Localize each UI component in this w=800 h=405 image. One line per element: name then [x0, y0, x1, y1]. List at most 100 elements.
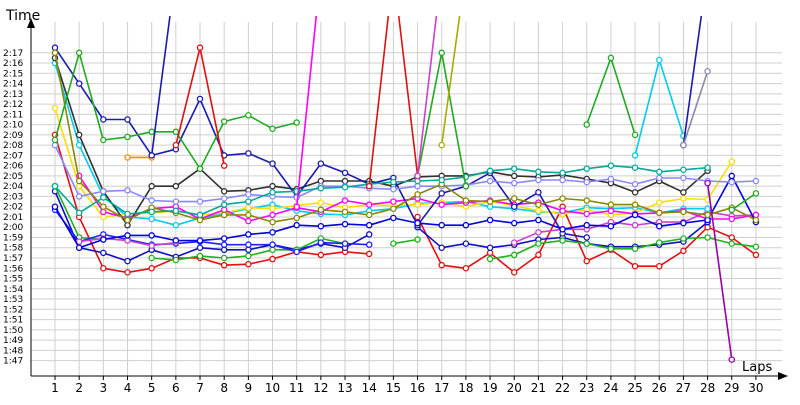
data-point	[438, 190, 445, 197]
data-point	[414, 213, 421, 221]
data-point	[728, 206, 736, 214]
x-tick-label: 2	[75, 381, 83, 395]
series-line	[54, 144, 756, 203]
data-point	[269, 182, 276, 190]
data-point	[293, 203, 300, 210]
data-point	[728, 234, 736, 241]
data-point	[220, 235, 228, 242]
data-point	[390, 240, 397, 247]
series-line	[54, 62, 708, 226]
series-line	[682, 16, 703, 146]
y-tick-label: 2:17	[3, 49, 23, 59]
data-point	[535, 201, 542, 208]
series-line	[368, 16, 419, 187]
x-tick-label: 27	[676, 381, 691, 395]
data-point	[124, 210, 131, 218]
x-tick-label: 11	[289, 381, 304, 395]
series-line	[150, 16, 171, 156]
data-point	[656, 222, 663, 230]
data-point	[680, 174, 687, 182]
data-point	[148, 128, 155, 136]
data-point	[124, 187, 131, 194]
y-axis-arrow	[27, 18, 35, 28]
data-point	[656, 239, 663, 246]
data-point	[100, 203, 107, 210]
data-point	[220, 206, 228, 214]
series-spike	[414, 16, 438, 180]
data-point	[293, 221, 300, 229]
data-point	[559, 195, 566, 202]
y-tick-label: 2:11	[3, 110, 23, 120]
data-point	[656, 168, 663, 176]
data-point	[728, 178, 736, 186]
data-point	[172, 237, 180, 244]
data-point	[704, 234, 711, 241]
data-point	[680, 247, 687, 255]
data-point	[245, 252, 252, 260]
data-point	[100, 194, 107, 201]
y-tick-label: 2:09	[3, 131, 23, 141]
data-point	[196, 165, 204, 172]
data-point	[269, 241, 276, 248]
data-point	[390, 186, 397, 193]
data-point	[100, 136, 107, 144]
data-point	[583, 197, 590, 204]
data-point	[220, 162, 228, 169]
data-point	[752, 251, 760, 259]
data-point	[100, 213, 107, 221]
data-point	[462, 197, 470, 204]
data-point	[631, 152, 639, 159]
data-point	[51, 141, 59, 149]
data-point	[704, 164, 711, 171]
data-point	[220, 261, 228, 269]
data-point	[631, 189, 639, 196]
data-point	[680, 219, 687, 227]
data-point	[510, 203, 518, 210]
data-point	[462, 265, 470, 272]
data-point	[607, 175, 615, 183]
series-line	[54, 164, 708, 216]
data-point	[75, 182, 83, 190]
data-point	[631, 262, 639, 270]
data-point	[172, 207, 180, 215]
data-point	[704, 68, 711, 75]
data-point	[414, 219, 421, 227]
data-point	[293, 214, 300, 222]
data-point	[148, 152, 155, 159]
data-point	[535, 207, 542, 215]
series	[631, 56, 687, 159]
data-point	[752, 216, 760, 224]
data-point	[245, 246, 252, 254]
data-point	[148, 182, 155, 190]
data-point	[196, 216, 204, 224]
data-point	[486, 216, 494, 224]
data-point	[220, 211, 228, 219]
series-line	[731, 192, 757, 211]
data-point	[51, 49, 59, 57]
x-tick-label: 5	[148, 381, 156, 395]
data-point	[704, 205, 711, 212]
x-tick-label: 24	[603, 381, 618, 395]
series-line	[682, 71, 709, 146]
series	[728, 190, 760, 214]
data-point	[269, 246, 276, 254]
data-point	[365, 241, 373, 248]
y-tick-label: 2:07	[3, 151, 23, 161]
data-point	[341, 197, 349, 204]
y-tick-label: 1:51	[3, 316, 23, 326]
x-tick-label: 15	[386, 381, 401, 395]
data-point	[510, 219, 518, 227]
y-tick-label: 1:57	[3, 254, 23, 264]
x-tick-label: 12	[313, 381, 328, 395]
data-point	[631, 164, 639, 171]
data-point	[535, 229, 542, 236]
data-point	[486, 198, 494, 205]
y-tick-label: 2:10	[3, 121, 23, 131]
series-spike	[148, 16, 171, 159]
data-point	[656, 262, 663, 270]
data-point	[317, 160, 325, 167]
data-point	[535, 240, 542, 247]
data-point	[438, 221, 445, 229]
y-tick-label: 1:56	[3, 264, 23, 274]
data-point	[196, 44, 204, 51]
